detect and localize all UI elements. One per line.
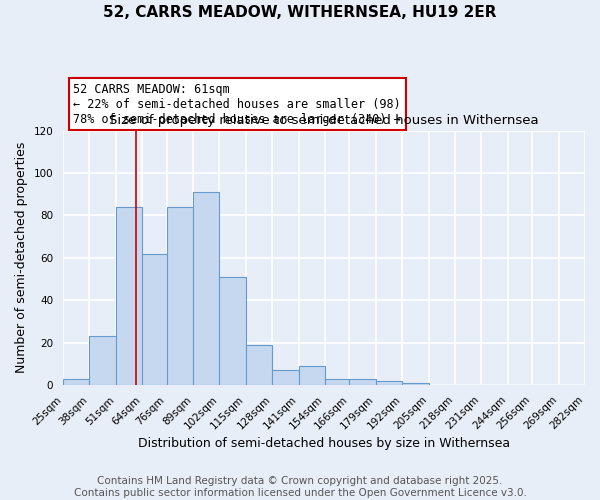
Bar (299, 366, 325, 385)
Bar (376, 380, 402, 385)
Bar (402, 382, 428, 385)
Bar (167, 207, 193, 385)
Text: 52 CARRS MEADOW: 61sqm
← 22% of semi-detached houses are smaller (98)
78% of sem: 52 CARRS MEADOW: 61sqm ← 22% of semi-det… (73, 82, 401, 126)
Text: Contains HM Land Registry data © Crown copyright and database right 2025.
Contai: Contains HM Land Registry data © Crown c… (74, 476, 526, 498)
Y-axis label: Number of semi-detached properties: Number of semi-detached properties (15, 142, 28, 374)
Text: 52, CARRS MEADOW, WITHERNSEA, HU19 2ER: 52, CARRS MEADOW, WITHERNSEA, HU19 2ER (103, 5, 497, 20)
Bar (246, 344, 272, 385)
Bar (349, 378, 376, 385)
Bar (89, 336, 116, 385)
Bar (142, 254, 167, 385)
Bar (325, 378, 349, 385)
Bar (116, 207, 142, 385)
X-axis label: Distribution of semi-detached houses by size in Withernsea: Distribution of semi-detached houses by … (138, 437, 510, 450)
Bar (193, 192, 220, 385)
Bar (220, 277, 246, 385)
Title: Size of property relative to semi-detached houses in Withernsea: Size of property relative to semi-detach… (109, 114, 539, 127)
Bar (63, 378, 89, 385)
Bar (272, 370, 299, 385)
